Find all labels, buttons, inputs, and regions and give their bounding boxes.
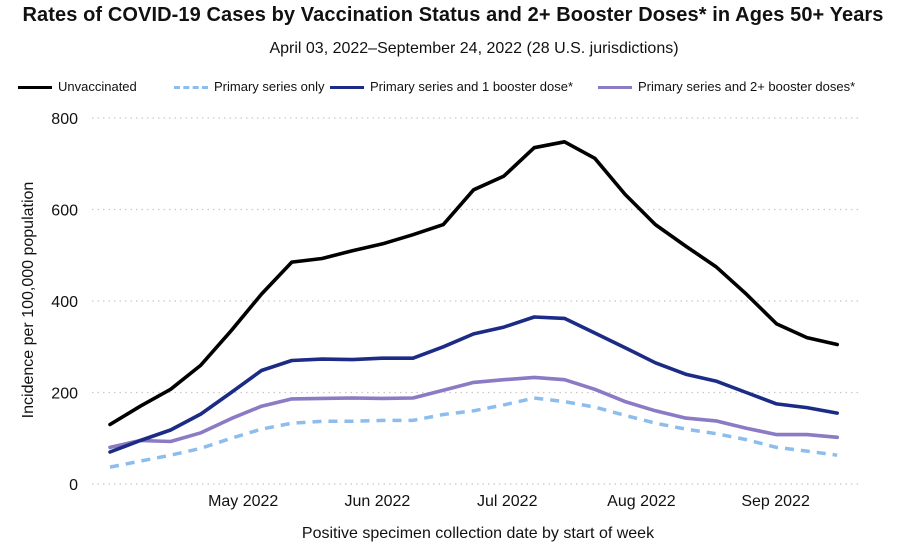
legend-swatch-primary-series-only: [174, 86, 208, 89]
chart-title: Rates of COVID-19 Cases by Vaccination S…: [22, 4, 884, 26]
y-tick-label: 200: [51, 386, 78, 403]
legend-swatch-unvaccinated: [18, 86, 52, 89]
y-axis-label: Incidence per 100,000 population: [20, 182, 37, 419]
line-primary-series-only: [109, 396, 838, 469]
x-tick-label: Aug 2022: [607, 493, 676, 510]
line-unvaccinated: [108, 140, 840, 427]
legend-swatch-two-plus-boosters: [598, 86, 632, 89]
x-tick-label: Sep 2022: [741, 493, 810, 510]
gridlines: [92, 117, 862, 485]
x-tick-label: Jun 2022: [344, 493, 410, 510]
legend-label: Primary series and 2+ booster doses*: [638, 79, 856, 94]
y-tick-label: 400: [51, 294, 78, 311]
x-tick-label: Jul 2022: [477, 493, 538, 510]
legend-swatch-one-booster: [330, 86, 364, 89]
y-tick-label: 600: [51, 203, 78, 220]
x-axis-label: Positive specimen collection date by sta…: [302, 525, 655, 542]
line-one-booster: [108, 315, 840, 454]
legend-label: Primary series only: [214, 79, 325, 94]
legend-label: Primary series and 1 booster dose*: [370, 79, 574, 94]
chart-subtitle: April 03, 2022–September 24, 2022 (28 U.…: [269, 40, 679, 57]
line-two-plus-boosters: [108, 375, 840, 450]
y-axis-ticks: 0 200 400 600 800: [51, 111, 78, 494]
x-axis-ticks: May 2022 Jun 2022 Jul 2022 Aug 2022 Sep 2022: [208, 493, 810, 510]
x-tick-label: May 2022: [208, 493, 278, 510]
y-tick-label: 800: [51, 111, 78, 128]
legend-label: Unvaccinated: [58, 79, 137, 94]
y-tick-label: 0: [69, 477, 78, 494]
series-lines: [108, 140, 840, 469]
